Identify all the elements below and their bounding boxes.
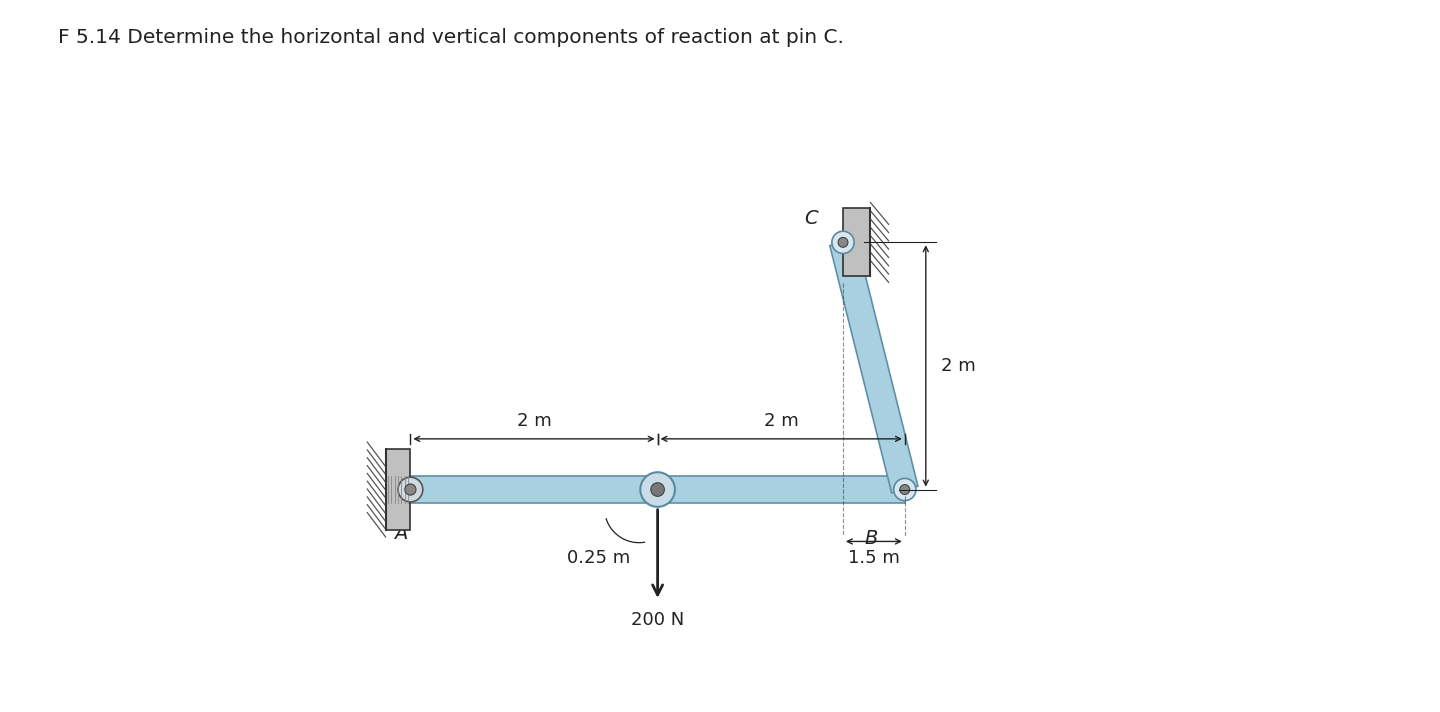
Bar <box>386 449 410 530</box>
Text: 2 m: 2 m <box>940 357 975 375</box>
Circle shape <box>838 237 848 247</box>
Circle shape <box>641 472 675 507</box>
Polygon shape <box>829 239 917 493</box>
Text: 2 m: 2 m <box>517 412 552 430</box>
Bar <box>842 209 870 276</box>
Circle shape <box>832 231 854 253</box>
Text: 2 m: 2 m <box>763 412 799 430</box>
Text: 200 N: 200 N <box>631 611 684 629</box>
Circle shape <box>651 483 664 496</box>
Circle shape <box>397 477 423 502</box>
Circle shape <box>900 485 910 494</box>
Circle shape <box>405 484 416 495</box>
Text: 0.25 m: 0.25 m <box>567 549 629 567</box>
Text: F 5.14 Determine the horizontal and vertical components of reaction at pin C.: F 5.14 Determine the horizontal and vert… <box>58 28 844 48</box>
Text: A: A <box>395 524 408 543</box>
Text: B: B <box>864 529 877 548</box>
Text: C: C <box>805 209 818 228</box>
Text: 1.5 m: 1.5 m <box>848 549 900 567</box>
Polygon shape <box>410 476 904 503</box>
Circle shape <box>894 478 916 501</box>
